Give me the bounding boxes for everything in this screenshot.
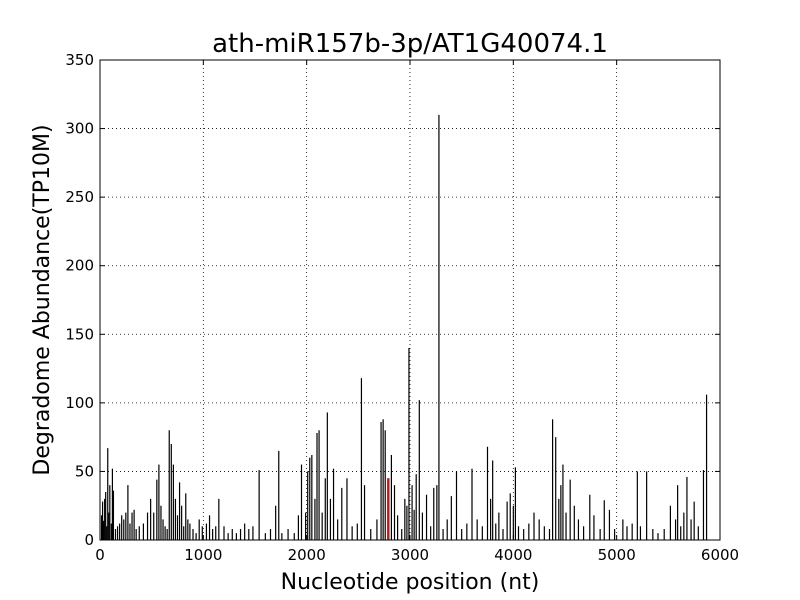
y-tick-label: 0 (84, 531, 94, 549)
y-tick-label: 200 (65, 257, 94, 275)
y-tick-label: 150 (65, 325, 94, 343)
y-axis-label: Degradome Abundance(TP10M) (30, 124, 55, 475)
x-tick-label: 0 (95, 546, 105, 564)
x-tick-label: 3000 (391, 546, 429, 564)
chart-title: ath-miR157b-3p/AT1G40074.1 (212, 29, 608, 59)
x-tick-label: 4000 (494, 546, 532, 564)
x-tick-label: 6000 (701, 546, 739, 564)
x-tick-label: 1000 (184, 546, 222, 564)
x-tick-label: 5000 (598, 546, 636, 564)
grid-layer (100, 60, 720, 540)
x-axis-label: Nucleotide position (nt) (281, 570, 540, 595)
y-tick-label: 350 (65, 51, 94, 69)
tick-layer: 0 1000 2000 3000 4000 5000 6000 0 50 100 150 200 250… (65, 51, 739, 564)
y-tick-label: 50 (75, 462, 94, 480)
y-tick-label: 250 (65, 188, 94, 206)
y-tick-label: 300 (65, 120, 94, 138)
x-tick-label: 2000 (288, 546, 326, 564)
y-tick-label: 100 (65, 394, 94, 412)
